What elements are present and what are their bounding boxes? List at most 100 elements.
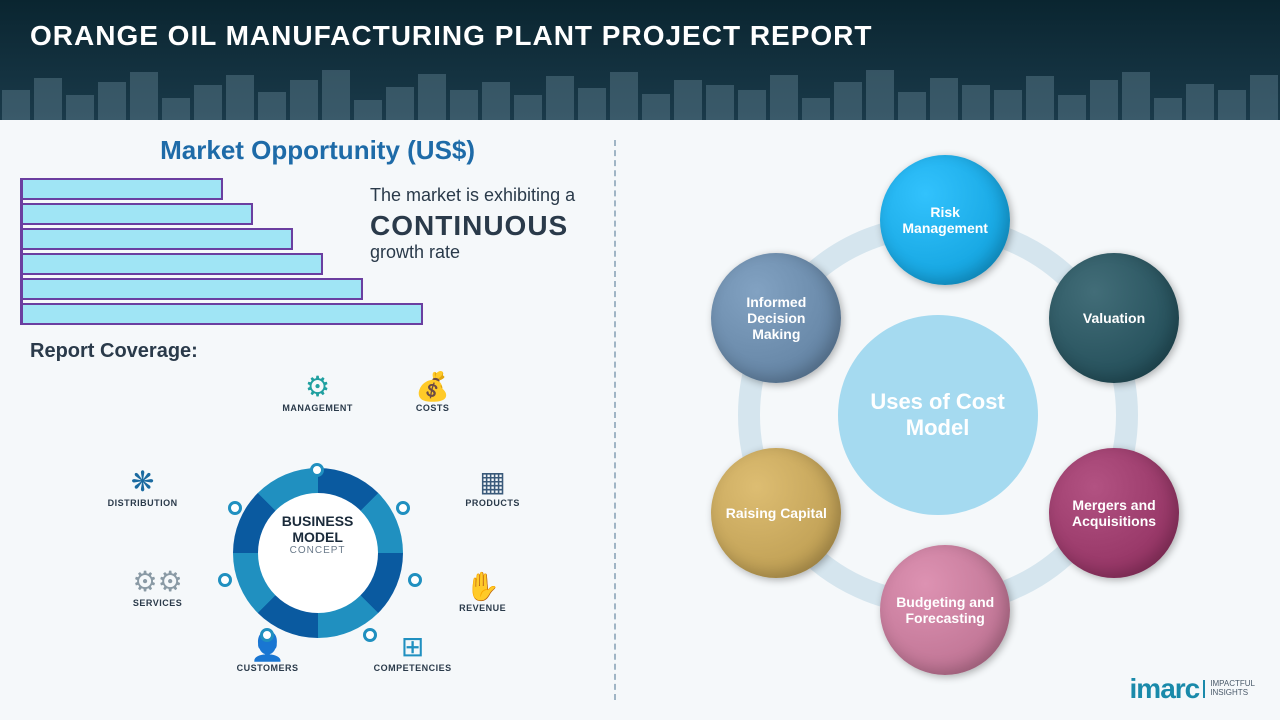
building-silhouette [354,100,382,120]
ring-connector-dot [228,501,242,515]
node-label: CUSTOMERS [223,663,313,673]
building-silhouette [1250,75,1278,120]
chart-bar [23,253,323,275]
node-label: COSTS [388,403,478,413]
building-silhouette [1122,72,1150,120]
node-label: DISTRIBUTION [98,498,188,508]
building-silhouette [1026,76,1054,120]
business-model-node: ❋ DISTRIBUTION [98,468,188,508]
growth-emphasis: CONTINUOUS [370,210,600,242]
ring-connector-dot [396,501,410,515]
right-panel: Uses of Cost Model Risk Management Valuat… [615,135,1260,705]
page-title: ORANGE OIL MANUFACTURING PLANT PROJECT R… [30,20,1250,52]
node-icon: 💰 [388,373,478,401]
business-model-diagram: BUSINESS MODEL CONCEPT ⚙ MANAGEMENT 💰 COSTS… [98,373,538,683]
content-area: Market Opportunity (US$) The market is e… [0,120,1280,720]
ring-connector-dot [260,628,274,642]
building-silhouette [2,90,30,120]
business-model-node: ⚙⚙ SERVICES [113,568,203,608]
chart-bar [23,228,293,250]
building-silhouette [706,85,734,120]
building-silhouette [322,70,350,120]
building-silhouette [802,98,830,120]
building-silhouette [98,82,126,120]
building-silhouette [610,72,638,120]
building-silhouette [386,87,414,120]
building-silhouette [290,80,318,120]
business-model-node: 💰 COSTS [388,373,478,413]
node-label: COMPETENCIES [368,663,458,673]
growth-line1: The market is exhibiting a [370,185,600,206]
node-label: REVENUE [438,603,528,613]
header-banner: ORANGE OIL MANUFACTURING PLANT PROJECT R… [0,0,1280,120]
building-silhouette [450,90,478,120]
building-silhouette [546,76,574,120]
building-silhouette [674,80,702,120]
building-silhouette [1090,80,1118,120]
building-silhouette [1218,90,1246,120]
building-silhouette [226,75,254,120]
ring-connector-dot [363,628,377,642]
building-silhouette [866,70,894,120]
building-silhouette [130,72,158,120]
building-silhouette [514,95,542,120]
cost-model-diagram: Uses of Cost Model Risk Management Valuat… [615,135,1260,695]
building-silhouette [258,92,286,120]
ring-connector-dot [218,573,232,587]
building-silhouette [962,85,990,120]
building-silhouette [738,90,766,120]
chart-bar [23,203,253,225]
node-icon: ⊞ [368,633,458,661]
cost-model-node: Mergers and Acquisitions [1049,448,1179,578]
node-icon: ✋ [438,573,528,601]
building-silhouette [482,82,510,120]
building-silhouette [1154,98,1182,120]
building-silhouette [1058,95,1086,120]
brand-logo: imarc IMPACTFUL INSIGHTS [1130,673,1255,705]
node-label: MANAGEMENT [273,403,363,413]
building-silhouette [578,88,606,120]
business-model-node: ⊞ COMPETENCIES [368,633,458,673]
building-silhouette [66,95,94,120]
node-icon: ⚙ [273,373,363,401]
building-silhouette [1186,84,1214,120]
building-silhouette [770,75,798,120]
growth-line2: growth rate [370,242,600,263]
node-icon: ⚙⚙ [113,568,203,596]
building-silhouette [994,90,1022,120]
chart-bar [23,303,423,325]
building-silhouette [34,78,62,120]
node-label: SERVICES [113,598,203,608]
cost-model-node: Valuation [1049,253,1179,383]
building-silhouette [898,92,926,120]
business-model-node: ✋ REVENUE [438,573,528,613]
building-silhouette [930,78,958,120]
node-icon: ▦ [448,468,538,496]
building-silhouette [834,82,862,120]
building-silhouette [418,74,446,120]
node-icon: ❋ [98,468,188,496]
cost-model-node: Budgeting and Forecasting [880,545,1010,675]
business-model-center-label: BUSINESS MODEL CONCEPT [258,513,378,556]
ring-connector-dot [310,463,324,477]
market-title: Market Opportunity (US$) [20,135,615,166]
building-silhouette [194,85,222,120]
node-label: PRODUCTS [448,498,538,508]
growth-text-block: The market is exhibiting a CONTINUOUS gr… [370,185,600,263]
logo-subtitle: IMPACTFUL INSIGHTS [1203,680,1255,698]
chart-bar [23,178,223,200]
business-model-node: ▦ PRODUCTS [448,468,538,508]
coverage-title: Report Coverage: [30,340,615,363]
building-silhouette [162,98,190,120]
cost-model-node: Risk Management [880,155,1010,285]
cost-model-node: Raising Capital [711,448,841,578]
skyline-decoration [0,70,1280,120]
logo-text: imarc [1130,673,1200,705]
ring-connector-dot [408,573,422,587]
chart-bar [23,278,363,300]
building-silhouette [642,94,670,120]
business-model-node: ⚙ MANAGEMENT [273,373,363,413]
cost-model-node: Informed Decision Making [711,253,841,383]
cost-model-center: Uses of Cost Model [838,315,1038,515]
left-panel: Market Opportunity (US$) The market is e… [20,135,615,705]
